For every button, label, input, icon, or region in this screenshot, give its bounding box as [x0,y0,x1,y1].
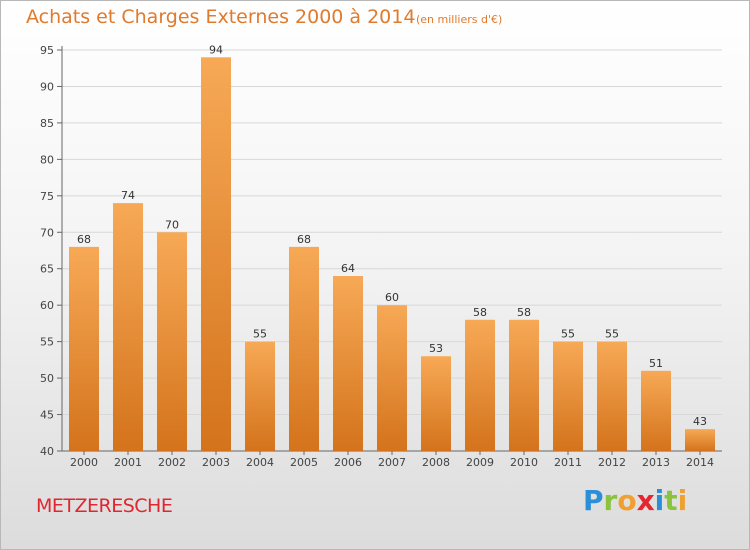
x-tick-label: 2006 [334,456,362,469]
bar [201,57,231,452]
bar [69,246,99,451]
data-label: 70 [165,218,179,231]
bar [377,305,407,451]
x-tick-label: 2008 [422,456,450,469]
y-tick-label: 55 [40,336,54,349]
place-name: METZERESCHE [36,495,173,517]
bar [157,232,187,451]
bar [509,319,539,451]
x-tick-label: 2003 [202,456,230,469]
bar [113,203,143,451]
y-tick-label: 60 [40,299,54,312]
y-tick-label: 70 [40,226,54,239]
y-tick-label: 95 [40,44,54,57]
data-label: 55 [561,328,575,341]
data-label: 53 [429,342,443,355]
data-label: 58 [473,306,487,319]
bar [421,356,451,451]
bar [597,341,627,451]
y-tick-label: 45 [40,409,54,422]
y-tick-label: 65 [40,263,54,276]
x-tick-label: 2010 [510,456,538,469]
x-tick-label: 2004 [246,456,274,469]
proxiti-logo: Proxiti [583,484,688,517]
y-tick-label: 40 [40,445,54,458]
data-labels: 68 74 70 94 55 68 64 60 53 58 58 55 55 51 43 [77,43,707,428]
bar [289,246,319,451]
tick-labels: 40 45 50 55 60 65 70 75 80 85 90 95 2000 2001 2002 2003… [40,44,714,469]
data-label: 64 [341,262,355,275]
y-tick-label: 85 [40,117,54,130]
x-tick-label: 2014 [686,456,714,469]
y-tick-label: 75 [40,190,54,203]
bar [333,276,363,451]
x-tick-label: 2013 [642,456,670,469]
data-label: 94 [209,43,223,56]
y-tick-label: 50 [40,372,54,385]
chart-title: Achats et Charges Externes 2000 à 2014 [26,6,416,28]
data-label: 60 [385,291,399,304]
y-tick-label: 90 [40,80,54,93]
data-label: 51 [649,357,663,370]
bar [245,341,275,451]
data-label: 68 [297,233,311,246]
data-label: 74 [121,189,135,202]
x-tick-label: 2000 [70,456,98,469]
y-tick-label: 80 [40,153,54,166]
x-tick-label: 2002 [158,456,186,469]
bar [641,370,671,451]
data-label: 55 [605,328,619,341]
chart-subtitle: (en milliers d'€) [416,13,503,26]
x-tick-label: 2012 [598,456,626,469]
bar [465,319,495,451]
x-tick-label: 2001 [114,456,142,469]
x-tick-label: 2005 [290,456,318,469]
bars [69,57,715,452]
x-tick-label: 2011 [554,456,582,469]
data-label: 55 [253,328,267,341]
data-label: 43 [693,415,707,428]
data-label: 58 [517,306,531,319]
bar [685,429,715,451]
bar [553,341,583,451]
data-label: 68 [77,233,91,246]
x-tick-label: 2007 [378,456,406,469]
x-tick-label: 2009 [466,456,494,469]
